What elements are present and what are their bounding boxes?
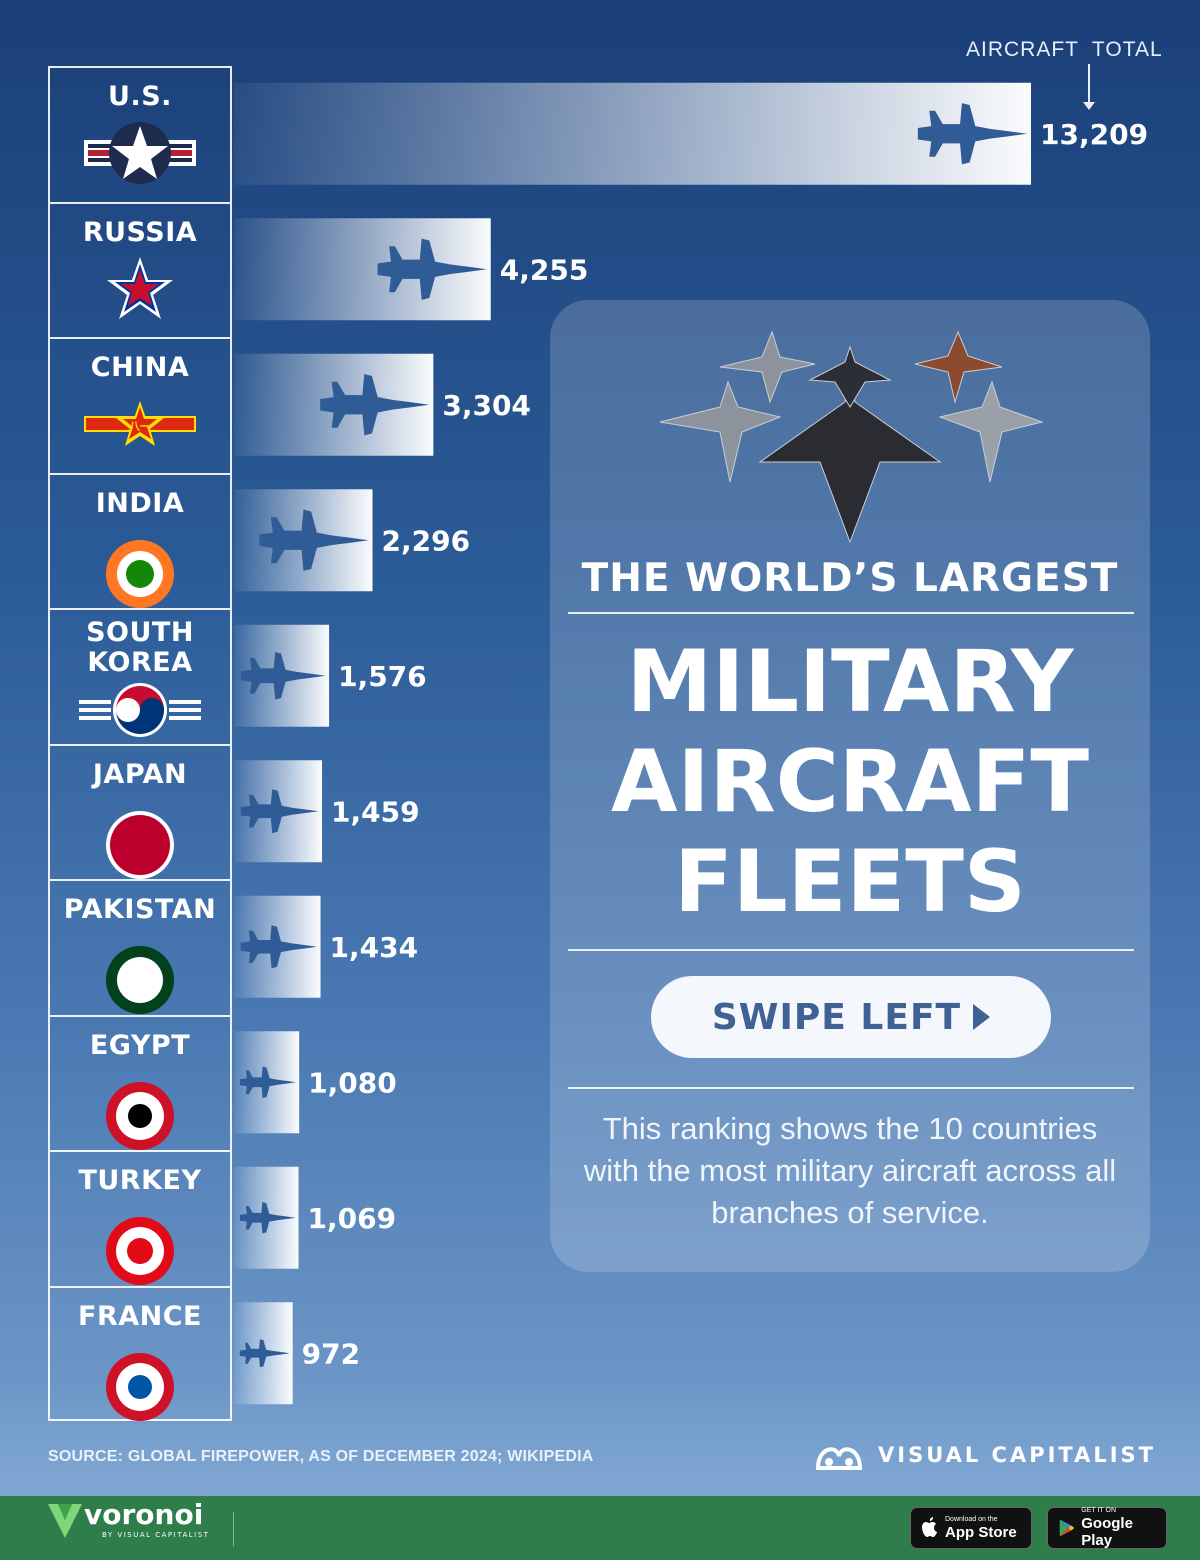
footer-divider bbox=[233, 1512, 234, 1546]
value-label: 2,296 bbox=[382, 524, 471, 557]
aircraft-total-header: AIRCRAFT TOTAL bbox=[966, 38, 1163, 61]
page-title: MILITARY AIRCRAFT FLEETS bbox=[610, 632, 1090, 932]
voronoi-v-icon bbox=[48, 1504, 82, 1538]
vc-logo-icon bbox=[815, 1447, 863, 1470]
play-arrow-icon bbox=[973, 1004, 991, 1030]
country-cell: JAPAN bbox=[50, 746, 230, 884]
down-arrow-icon bbox=[1083, 64, 1095, 110]
brand-name: VISUAL CAPITALIST bbox=[878, 1443, 1157, 1467]
country-cell: CHINA 八一 bbox=[50, 339, 230, 475]
bar bbox=[234, 82, 1031, 185]
country-cell: FRANCE bbox=[50, 1288, 230, 1424]
china-star-flash-icon: 八一 bbox=[82, 399, 198, 453]
fighter-jets-formation-image bbox=[659, 330, 1044, 544]
divider-line bbox=[568, 1087, 1134, 1089]
value-label: 1,459 bbox=[331, 795, 420, 828]
value-label: 4,255 bbox=[500, 253, 589, 286]
country-name: EGYPT bbox=[89, 1029, 191, 1061]
source-note: SOURCE: GLOBAL FIREPOWER, AS OF DECEMBER… bbox=[48, 1448, 594, 1465]
country-name: INDIA bbox=[95, 487, 185, 519]
subtitle: THE WORLD’S LARGEST bbox=[581, 556, 1119, 601]
country-cell: SOUTH KOREA bbox=[50, 610, 230, 746]
country-name: U.S. bbox=[108, 81, 172, 112]
country-name: FRANCE bbox=[78, 1300, 202, 1332]
country-name: RUSSIA bbox=[82, 216, 198, 248]
country-name: TURKEY bbox=[78, 1165, 202, 1196]
value-label: 1,576 bbox=[338, 660, 427, 693]
country-name: JAPAN bbox=[92, 758, 188, 790]
country-name: SOUTH KOREA bbox=[86, 617, 194, 678]
apple-icon bbox=[922, 1517, 937, 1537]
value-label: 13,209 bbox=[1040, 118, 1148, 151]
country-cell: EGYPT bbox=[50, 1017, 230, 1155]
value-label: 3,304 bbox=[442, 389, 531, 422]
google-play-button[interactable]: GET IT ON Google Play bbox=[1047, 1507, 1167, 1549]
divider-line bbox=[568, 949, 1134, 951]
india-roundel-icon bbox=[105, 539, 175, 613]
svg-text:八一: 八一 bbox=[128, 420, 151, 433]
appstore-small-text: Download on the bbox=[945, 1515, 998, 1523]
value-label: 1,080 bbox=[308, 1066, 397, 1099]
japan-hinomaru-icon bbox=[105, 810, 175, 884]
title-panel: THE WORLD’S LARGEST MILITARY AIRCRAFT FL… bbox=[550, 300, 1150, 1272]
voronoi-name: voronoi bbox=[84, 1498, 204, 1531]
country-cell: U.S. bbox=[50, 68, 230, 204]
country-cell: TURKEY bbox=[50, 1152, 230, 1288]
turkey-roundel-icon bbox=[105, 1216, 175, 1290]
value-label: 972 bbox=[302, 1337, 360, 1370]
bar-chart: 13,209 4,255 3,304 2,296 1,576 1,459 1,434 1,08… bbox=[234, 82, 1148, 1405]
country-cell: RUSSIA bbox=[50, 204, 230, 339]
google-play-icon bbox=[1059, 1519, 1075, 1537]
france-roundel-icon bbox=[105, 1352, 175, 1426]
googleplay-big-text: Google Play bbox=[1081, 1515, 1133, 1549]
russia-star-icon bbox=[105, 256, 175, 326]
country-name: PAKISTAN bbox=[63, 894, 217, 925]
country-name: CHINA bbox=[90, 352, 190, 383]
swipe-left-label: SWIPE LEFT bbox=[711, 996, 962, 1038]
value-label: 1,434 bbox=[330, 931, 419, 964]
app-store-button[interactable]: Download on the App Store bbox=[910, 1507, 1032, 1549]
appstore-big-text: App Store bbox=[945, 1523, 1017, 1541]
value-label: 1,069 bbox=[308, 1202, 397, 1235]
south-korea-taegeuk-icon bbox=[75, 682, 205, 742]
googleplay-small-text: GET IT ON bbox=[1081, 1507, 1116, 1514]
egypt-roundel-icon bbox=[105, 1081, 175, 1155]
description: This ranking shows the 10 countries with… bbox=[583, 1111, 1117, 1230]
voronoi-subtitle: BY VISUAL CAPITALIST bbox=[102, 1531, 210, 1539]
country-cell: PAKISTAN bbox=[50, 881, 230, 1017]
country-cell: INDIA bbox=[50, 475, 230, 613]
swipe-left-button[interactable]: SWIPE LEFT bbox=[651, 976, 1051, 1058]
visual-capitalist-logo: VISUAL CAPITALIST bbox=[814, 1438, 1156, 1472]
country-label-column: U.S. RUSSIA CHINA 八一 INDIA SOUTH KOREA JAPAN PA… bbox=[48, 66, 232, 1421]
us-star-roundel-icon bbox=[82, 120, 198, 190]
voronoi-logo[interactable]: voronoi BY VISUAL CAPITALIST bbox=[46, 1500, 209, 1540]
divider-line bbox=[568, 612, 1134, 614]
pakistan-roundel-icon bbox=[105, 945, 175, 1019]
